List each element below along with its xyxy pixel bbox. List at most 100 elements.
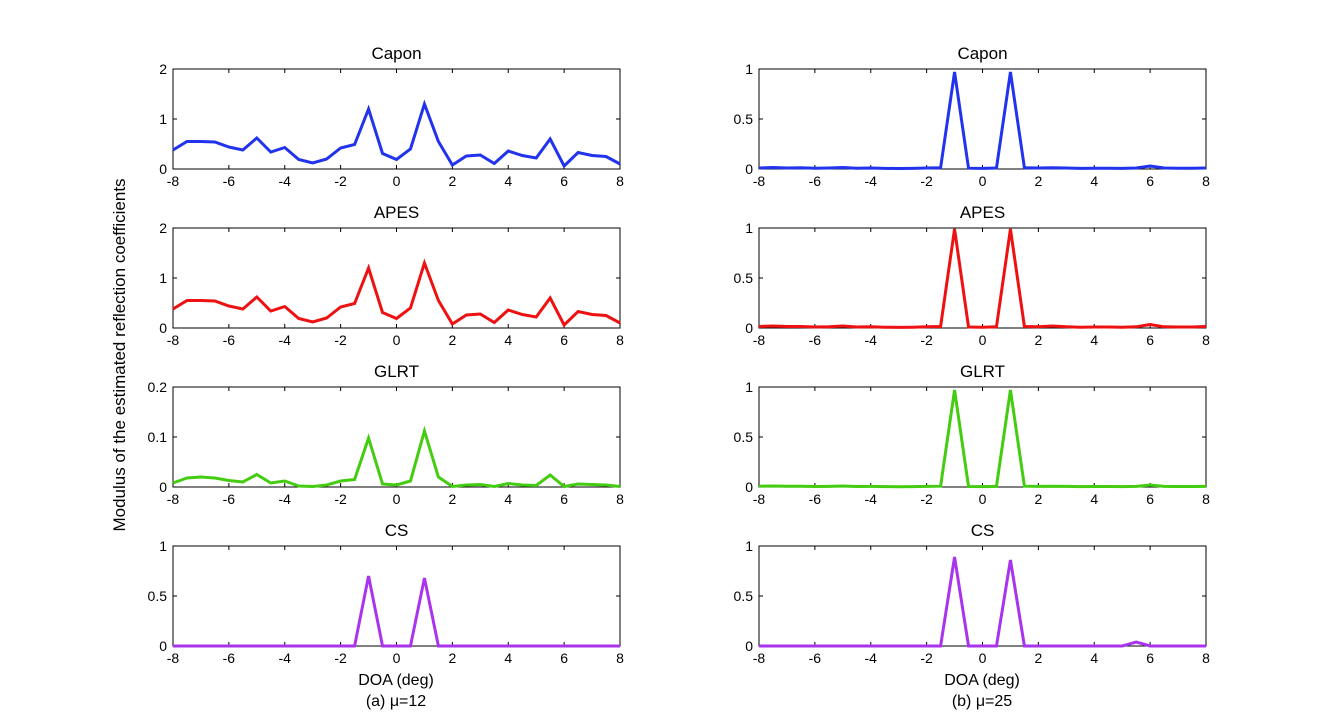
panel-a-cs-x-tick-label: 8: [616, 650, 624, 666]
panel-a-cs-x-tick-label: 4: [504, 650, 512, 666]
panel-a-apes-y-tick-label: 1: [159, 270, 167, 286]
panel-a-cs-axes-box: [172, 545, 621, 647]
panel-a-glrt-x-tick-label: -4: [279, 491, 292, 507]
panel-a-apes-x-tick-label: 2: [448, 332, 456, 348]
panel-b-glrt-axes-box: [758, 386, 1207, 488]
panel-b-apes-x-tick-label: 2: [1034, 332, 1042, 348]
panel-a-apes-y-tick-label: 2: [159, 220, 167, 236]
panel-b-apes-x-tick-label: -8: [753, 332, 766, 348]
panel-a-apes-x-tick-label: 4: [504, 332, 512, 348]
panel-a-apes-x-tick-label: 6: [560, 332, 568, 348]
panel-a-glrt-x-tick-label: 8: [616, 491, 624, 507]
panel-a-capon: Capon -8 -6 -4 -2 0 2 4 6 8 0 1 2: [159, 44, 624, 189]
panel-b-apes-x-tick-label: -2: [920, 332, 933, 348]
panel-a-glrt-x-tick-label: -6: [223, 491, 236, 507]
panel-b-apes-x-tick-label: 0: [979, 332, 987, 348]
panel-b-capon-x-tick-label: -4: [865, 173, 878, 189]
panel-a-capon-x-tick-label: 0: [393, 173, 401, 189]
panel-a-glrt-axes-box: [172, 386, 621, 488]
panel-b-apes: APES -8 -6 -4 -2 0 2 4 6 8 0 0.5 1: [734, 203, 1211, 348]
panel-a-capon-x-tick-label: 2: [448, 173, 456, 189]
panel-a-capon-x-tick-label: -2: [334, 173, 347, 189]
panel-b-glrt-y-tick-label: 0: [745, 479, 753, 495]
panel-b-cs-x-tick-label: -2: [920, 650, 933, 666]
panel-b-apes-y-tick-label: 1: [745, 220, 753, 236]
panel-b-glrt-y-tick-label: 0.5: [734, 429, 754, 445]
panel-a-glrt-x-tick-label: 4: [504, 491, 512, 507]
panel-b-capon-x-tick-label: 8: [1202, 173, 1210, 189]
panel-b-glrt-x-tick-label: 0: [979, 491, 987, 507]
panel-b-apes-y-tick-label: 0.5: [734, 270, 754, 286]
panel-b-capon-y-tick-label: 0.5: [734, 111, 754, 127]
panel-b-cs-axes-box: [758, 545, 1207, 647]
panel-a-glrt-y-tick-label: 0: [159, 479, 167, 495]
panel-b-glrt-x-tick-label: 4: [1090, 491, 1098, 507]
panel-a-cs-x-tick-label: 6: [560, 650, 568, 666]
panel-a-capon-x-tick-label: 4: [504, 173, 512, 189]
panel-b-glrt-x-tick-label: -4: [865, 491, 878, 507]
panel-b-cs-title: CS: [971, 521, 995, 540]
panel-b-cs-x-tick-label: 4: [1090, 650, 1098, 666]
panel-b-capon: Capon -8 -6 -4 -2 0 2 4 6 8 0 0.5 1: [734, 44, 1211, 189]
panel-a-glrt-title: GLRT: [374, 362, 419, 381]
panel-a-apes-title: APES: [374, 203, 419, 222]
panel-b-glrt-x-tick-label: -6: [809, 491, 822, 507]
panel-b-glrt-x-tick-label: -8: [753, 491, 766, 507]
panel-b-glrt-title: GLRT: [960, 362, 1005, 381]
panel-a-capon-y-tick-label: 0: [159, 161, 167, 177]
panel-b-capon-x-tick-label: -2: [920, 173, 933, 189]
panel-b-cs-x-tick-label: -8: [753, 650, 766, 666]
panel-a-cs-x-tick-label: -6: [223, 650, 236, 666]
panel-a-cs-y-tick-label: 0.5: [148, 588, 168, 604]
column-b-caption: (b) μ=25: [952, 693, 1012, 710]
panel-a-cs-x-tick-label: 2: [448, 650, 456, 666]
panel-b-capon-x-tick-label: 4: [1090, 173, 1098, 189]
panel-b-cs-x-tick-label: 0: [979, 650, 987, 666]
panel-b-capon-x-tick-label: 2: [1034, 173, 1042, 189]
panel-a-apes-axes-box: [172, 227, 621, 329]
panel-a-cs-x-tick-label: 0: [393, 650, 401, 666]
panel-a-glrt-y-tick-label: 0.1: [148, 429, 168, 445]
panel-b-capon-axes-box: [758, 68, 1207, 170]
panel-a-apes: APES -8 -6 -4 -2 0 2 4 6 8 0 1 2: [159, 203, 624, 348]
panel-a-apes-x-tick-label: -2: [334, 332, 347, 348]
panel-a-apes-x-tick-label: 0: [393, 332, 401, 348]
panel-a-capon-y-tick-label: 1: [159, 111, 167, 127]
panel-b-glrt: GLRT -8 -6 -4 -2 0 2 4 6 8 0 0.5 1: [734, 362, 1211, 507]
panel-a-apes-x-tick-label: 8: [616, 332, 624, 348]
panel-a-cs-y-tick-label: 0: [159, 638, 167, 654]
panel-a-apes-x-tick-label: -8: [167, 332, 180, 348]
panel-b-capon-y-tick-label: 1: [745, 61, 753, 77]
panel-a-glrt-y-tick-label: 0.2: [148, 379, 168, 395]
subplot-grid: Capon -8 -6 -4 -2 0 2 4 6 8 0 1 2 APES -8 -6 -4 -2 0 2 4 6 8 0 1…: [148, 44, 1211, 666]
panel-a-glrt: GLRT -8 -6 -4 -2 0 2 4 6 8 0 0.1 0.2: [148, 362, 625, 507]
panel-a-apes-y-tick-label: 0: [159, 320, 167, 336]
panel-a-apes-x-tick-label: -4: [279, 332, 292, 348]
panel-b-capon-x-tick-label: -8: [753, 173, 766, 189]
panel-b-apes-y-tick-label: 0: [745, 320, 753, 336]
panel-a-cs: CS -8 -6 -4 -2 0 2 4 6 8 0 0.5 1: [148, 521, 625, 666]
panel-b-cs-x-tick-label: 8: [1202, 650, 1210, 666]
panel-a-glrt-x-tick-label: -2: [334, 491, 347, 507]
panel-b-cs-y-tick-label: 1: [745, 538, 753, 554]
panel-b-cs-x-tick-label: 2: [1034, 650, 1042, 666]
panel-b-capon-x-tick-label: 6: [1146, 173, 1154, 189]
panel-b-cs: CS -8 -6 -4 -2 0 2 4 6 8 0 0.5 1: [734, 521, 1211, 666]
column-a-x-axis-label: DOA (deg): [358, 672, 434, 689]
panel-b-cs-x-tick-label: 6: [1146, 650, 1154, 666]
panel-b-capon-y-tick-label: 0: [745, 161, 753, 177]
panel-a-cs-x-tick-label: -8: [167, 650, 180, 666]
panel-b-cs-y-tick-label: 0: [745, 638, 753, 654]
panel-b-glrt-x-tick-label: 2: [1034, 491, 1042, 507]
panel-b-glrt-x-tick-label: 8: [1202, 491, 1210, 507]
panel-a-glrt-x-tick-label: -8: [167, 491, 180, 507]
panel-a-capon-x-tick-label: 8: [616, 173, 624, 189]
panel-a-capon-title: Capon: [371, 44, 421, 63]
panel-b-cs-y-tick-label: 0.5: [734, 588, 754, 604]
panel-b-glrt-x-tick-label: 6: [1146, 491, 1154, 507]
panel-a-capon-x-tick-label: 6: [560, 173, 568, 189]
panel-b-apes-x-tick-label: 6: [1146, 332, 1154, 348]
panel-a-cs-y-tick-label: 1: [159, 538, 167, 554]
figure-y-axis-label: Modulus of the estimated reflection coef…: [110, 178, 129, 531]
